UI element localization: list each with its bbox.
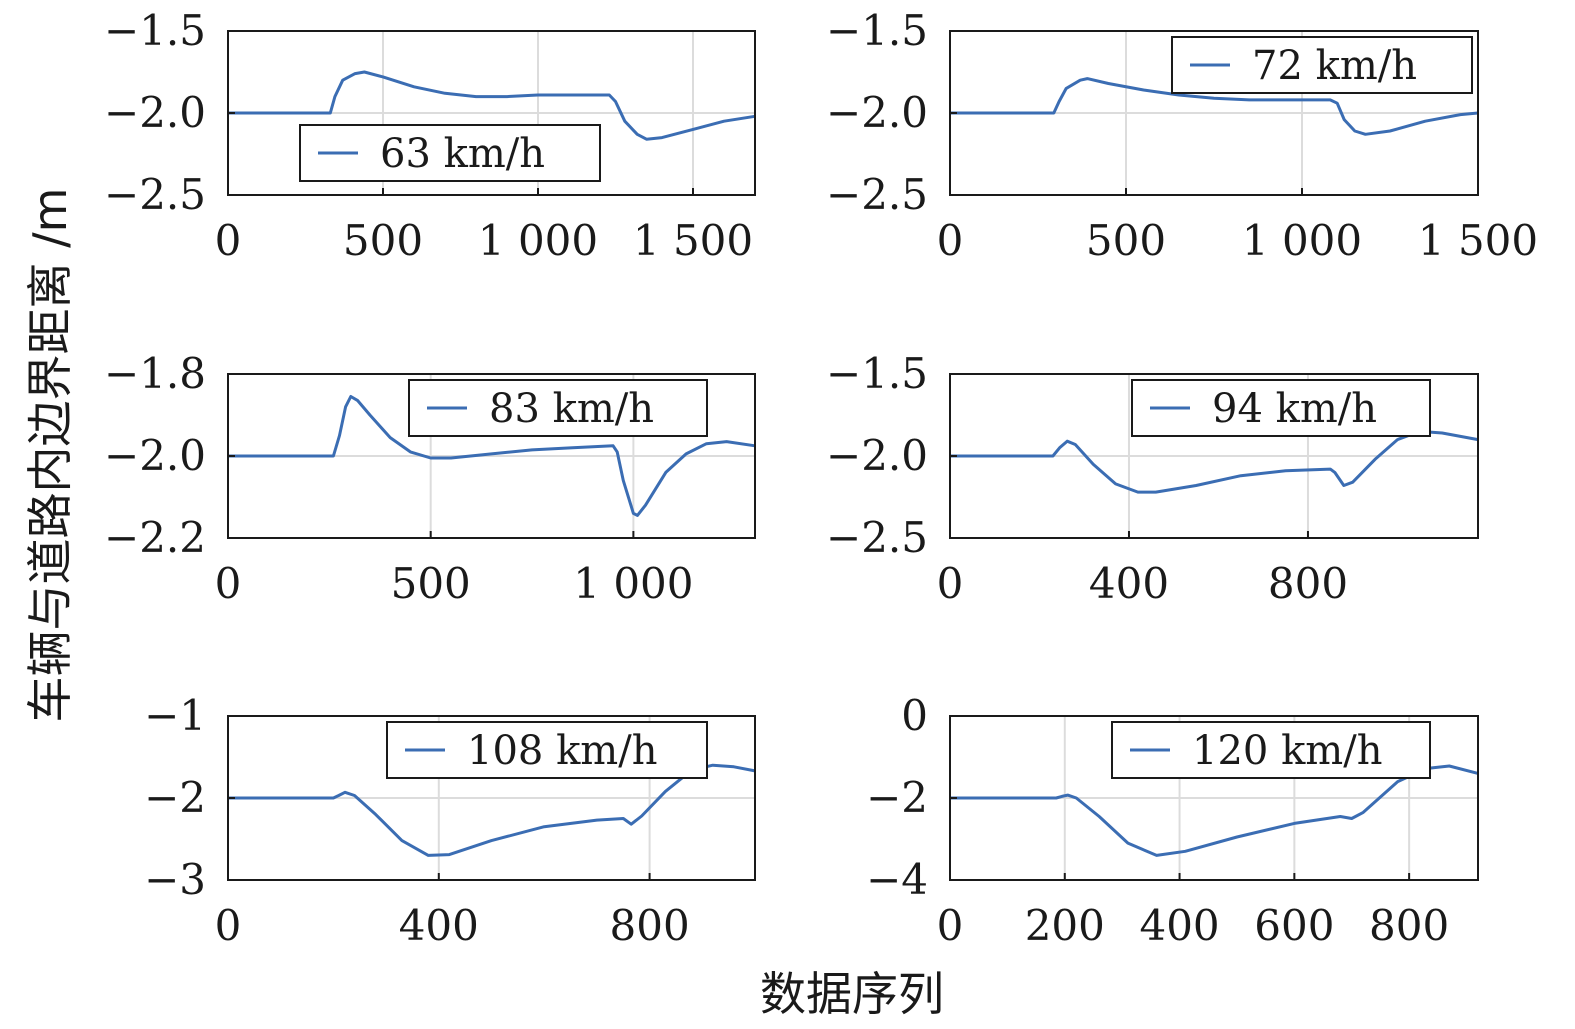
x-tick-label: 0 [215,901,242,950]
y-tick-label: −2.5 [826,513,928,562]
y-tick-label: −2.2 [104,513,206,562]
y-tick-label: −2.0 [826,88,928,137]
x-tick-label: 0 [937,559,964,608]
x-tick-label: 400 [399,901,479,950]
legend-label: 63 km/h [380,131,545,177]
series-line [228,395,756,517]
y-tick-label: −4 [866,855,928,904]
y-axis-title: 车辆与道路内边界距离 /m [23,188,77,723]
x-tick-label: 0 [937,901,964,950]
x-tick-label: 400 [1139,901,1219,950]
series-line [950,764,1479,857]
series-line [228,70,756,141]
y-tick-label: −2 [866,773,928,822]
legend-label: 72 km/h [1252,43,1417,89]
legend: 83 km/h [408,379,708,437]
x-tick-label: 0 [215,216,242,265]
legend: 94 km/h [1131,379,1431,437]
y-tick-label: 0 [901,691,928,740]
x-tick-label: 1 500 [633,216,753,265]
series-line [950,77,1479,136]
y-tick-label: −1.5 [826,6,928,55]
subplot-6: 0 200 400 600 800 0 −2 −4 120 km/h [866,691,1479,950]
y-tick-label: −1.8 [104,349,206,398]
x-tick-label: 0 [937,216,964,265]
legend-box [386,721,708,779]
legend-label: 120 km/h [1192,728,1382,774]
x-tick-label: 500 [391,559,471,608]
y-tick-label: −2.0 [826,431,928,480]
y-tick-label: −1.5 [826,349,928,398]
x-tick-label: 1 500 [1418,216,1538,265]
y-tick-label: −2 [144,773,206,822]
y-tick-label: −3 [144,855,206,904]
subplot-grid: 0 500 1 000 1 500 −1.5 −2.0 −2.5 63 km/h 0 500 1 0… [104,6,1538,950]
y-tick-label: −2.0 [104,88,206,137]
y-tick-label: −2.5 [826,170,928,219]
subplot-5: 0 400 800 −1 −2 −3 108 km/h [144,691,756,950]
series-line [950,429,1479,494]
x-tick-label: 0 [215,559,242,608]
legend: 120 km/h [1111,721,1431,779]
legend-label: 94 km/h [1212,386,1377,432]
subplot-4: 0 400 800 −1.5 −2.0 −2.5 94 km/h [826,349,1479,608]
legend: 72 km/h [1171,36,1473,94]
subplot-3: 0 500 1 000 −1.8 −2.0 −2.2 83 km/h [104,349,756,608]
legend-label: 108 km/h [467,728,657,774]
x-tick-label: 1 000 [478,216,598,265]
y-tick-label: −2.5 [104,170,206,219]
legend-label: 83 km/h [489,386,654,432]
subplot-1: 0 500 1 000 1 500 −1.5 −2.0 −2.5 63 km/h [104,6,756,265]
x-tick-label: 200 [1025,901,1105,950]
y-tick-label: −2.0 [104,431,206,480]
x-tick-label: 500 [343,216,423,265]
x-axis-title: 数据序列 [760,967,944,1021]
x-tick-label: 1 000 [573,559,693,608]
subplot-2: 0 500 1 000 1 500 −1.5 −2.0 −2.5 72 km/h [826,6,1538,265]
x-tick-label: 1 000 [1242,216,1362,265]
x-tick-label: 800 [1268,559,1348,608]
legend: 108 km/h [386,721,708,779]
y-tick-label: −1 [144,691,206,740]
legend: 63 km/h [299,124,601,182]
y-tick-label: −1.5 [104,6,206,55]
x-tick-label: 500 [1086,216,1166,265]
x-tick-label: 800 [610,901,690,950]
x-tick-label: 800 [1369,901,1449,950]
x-tick-label: 600 [1254,901,1334,950]
x-tick-label: 400 [1089,559,1169,608]
